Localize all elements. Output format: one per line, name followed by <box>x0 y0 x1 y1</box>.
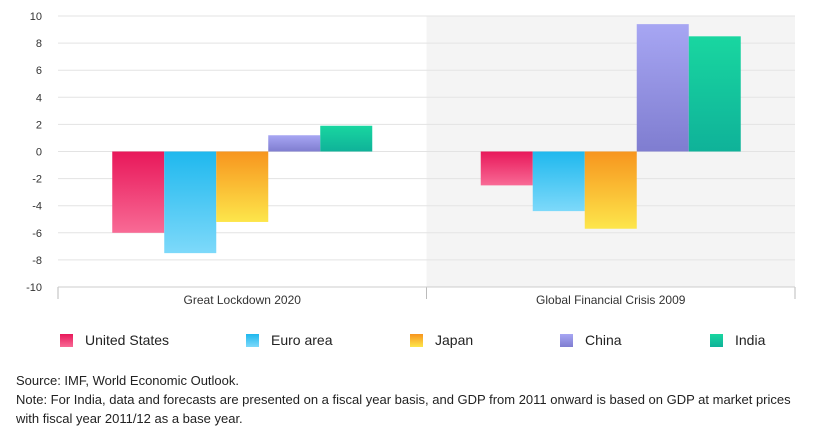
legend-swatch <box>710 333 723 347</box>
bar-euro-area <box>164 151 217 254</box>
legend-label: Euro area <box>271 332 333 348</box>
y-tick-label: -8 <box>32 255 42 267</box>
y-tick-label: -4 <box>32 201 42 213</box>
chart-notes: Source: IMF, World Economic Outlook. Not… <box>16 371 806 428</box>
legend-label: Japan <box>435 332 474 348</box>
legend-swatch <box>60 333 73 347</box>
y-tick-label: -10 <box>26 282 42 294</box>
legend-item-euro-area: Euro area <box>246 326 332 354</box>
source-text: Source: IMF, World Economic Outlook. <box>16 373 240 388</box>
bar-japan <box>584 151 637 229</box>
bar-chart-svg: 10 8 6 4 2 0 -2 -4 -6 -8 -10 Great Lockdown 2020 Glo… <box>26 11 796 307</box>
legend-label: China <box>585 332 622 348</box>
bar-china <box>636 24 689 152</box>
bar-china <box>268 135 321 152</box>
x-category-label: Great Lockdown 2020 <box>184 293 302 307</box>
y-tick-label: 2 <box>36 119 42 131</box>
legend-swatch <box>560 333 573 347</box>
x-category-label: Global Financial Crisis 2009 <box>536 293 686 307</box>
legend-item-china: China <box>560 326 622 354</box>
legend-swatch <box>246 333 259 347</box>
y-tick-label: -2 <box>32 174 42 186</box>
legend-item-india: India <box>710 326 765 354</box>
bar-euro-area <box>532 151 585 212</box>
bar-india <box>320 125 373 152</box>
note-text: Note: For India, data and forecasts are … <box>16 392 791 426</box>
legend-item-japan: Japan <box>410 326 473 354</box>
bar-japan <box>216 151 269 222</box>
y-tick-label: 4 <box>36 92 42 104</box>
chart-legend: United States Euro area Japan China India <box>0 326 830 354</box>
y-tick-label: 8 <box>36 38 42 50</box>
legend-label: India <box>735 332 766 348</box>
y-tick-label: 10 <box>30 11 42 23</box>
chart: 10 8 6 4 2 0 -2 -4 -6 -8 -10 Great Lockdown 2020 Glo… <box>26 11 796 307</box>
legend-item-united-states: United States <box>60 326 169 354</box>
y-tick-label: -6 <box>32 228 42 240</box>
y-tick-label: 6 <box>36 65 42 77</box>
y-tick-label: 0 <box>36 147 42 159</box>
legend-label: United States <box>85 332 170 348</box>
legend-swatch <box>410 333 423 347</box>
bar-india <box>688 36 741 152</box>
bar-united-states <box>112 151 165 233</box>
bar-united-states <box>480 151 533 186</box>
